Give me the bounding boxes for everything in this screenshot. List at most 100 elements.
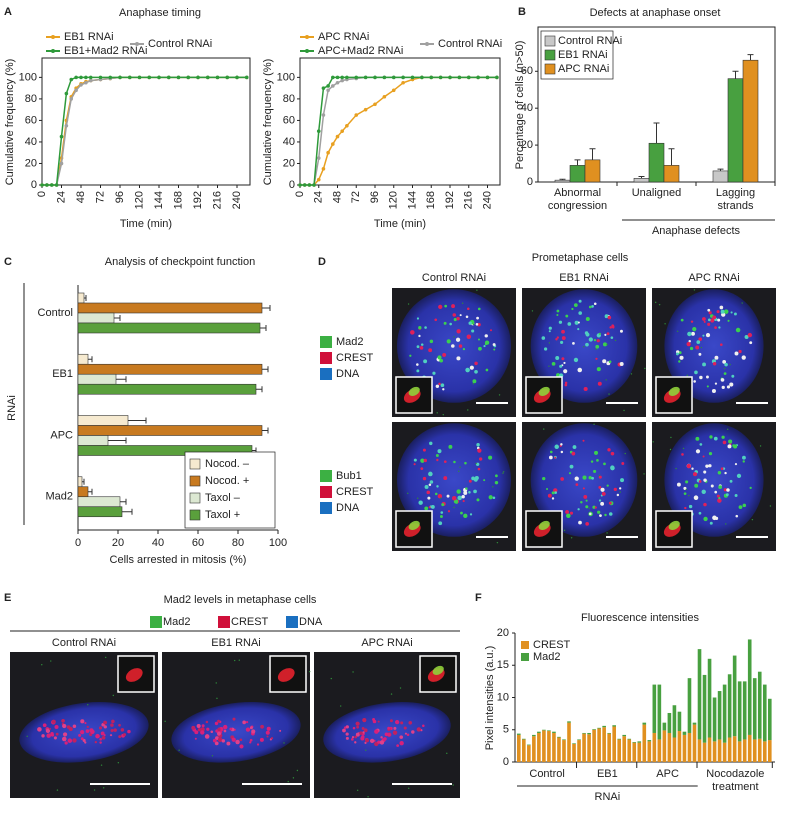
kinetochore [584,331,589,335]
kinetochore [455,501,458,504]
bar-segment [602,727,606,762]
background-speck [442,413,444,416]
data-point [401,75,405,80]
background-speck [644,367,646,370]
kinetochore [585,342,589,347]
kinetochore [82,738,86,742]
kinetochore [736,473,742,478]
error-bar [747,54,754,61]
x-tick-label: Abnormal congression [547,187,608,212]
x-tick-label: 0 [36,191,48,197]
error-bar [262,427,269,434]
kinetochore [354,735,358,739]
data-point [321,113,326,117]
background-speck [93,789,96,791]
kinetochore [555,338,558,341]
x-tick-label: 72 [94,191,106,203]
data-point [137,75,142,80]
kinetochore [478,457,483,461]
kinetochore [428,506,431,509]
data-point [420,75,424,80]
x-tick-label: 168 [172,191,184,209]
kinetochore [411,730,415,734]
kinetochore [620,478,625,483]
background-speck [759,445,762,447]
panel-title: Mad2 levels in metaphase cells [164,594,317,606]
y-tick-label: 60 [283,114,295,126]
kinetochore [597,510,601,514]
legend-swatch [189,458,201,470]
x-axis-label: Time (min) [374,218,426,230]
bar-segment [747,639,752,735]
kinetochore [474,361,478,366]
panel-letter: F [475,592,482,604]
kinetochore [266,735,269,738]
data-point [340,78,344,83]
data-point [335,80,340,85]
legend-label: CREST [336,352,374,364]
background-speck [452,784,454,786]
kinetochore [416,345,420,349]
kinetochore [416,727,422,732]
kinetochore [593,302,597,306]
data-point [335,75,340,80]
background-speck [502,471,505,473]
kinetochore [462,347,466,351]
background-speck [543,428,545,430]
kinetochore [593,339,597,342]
kinetochore [444,304,448,308]
kinetochore [563,369,568,374]
bar-segment [572,743,576,744]
data-point [235,75,239,80]
background-speck [751,518,754,521]
kinetochore [564,383,568,387]
kinetochore [232,717,236,721]
bar-segment [727,674,732,738]
data-point [354,113,359,117]
kinetochore [442,388,445,391]
data-point [382,75,387,80]
data-point [457,75,462,80]
x-axis-label: Cells arrested in mitosis (%) [110,554,247,566]
kinetochore [560,443,563,446]
kinetochore [118,723,121,727]
kinetochore [601,492,606,496]
kinetochore [377,720,380,723]
kinetochore [723,488,727,492]
bar-segment [517,733,521,735]
kinetochore [585,505,589,509]
x-tick-label: 120 [388,191,400,209]
bar-segment [727,737,732,762]
kinetochore [408,720,413,725]
kinetochore [594,450,599,455]
kinetochore [728,439,733,444]
background-speck [112,694,115,697]
kinetochore [701,489,706,494]
kinetochore [249,741,252,744]
background-speck [453,506,455,509]
kinetochore [731,374,735,378]
kinetochore [471,329,475,333]
kinetochore [621,462,625,465]
kinetochore [84,741,87,744]
bar-segment [657,684,662,740]
kinetochore [418,500,423,505]
kinetochore [706,385,709,388]
bar-segment [617,738,622,740]
bar-segment [612,725,616,727]
kinetochore [588,337,593,342]
kinetochore [560,450,564,454]
kinetochore [610,465,615,470]
kinetochore [464,461,467,465]
kinetochore [474,369,478,374]
data-point [166,75,171,80]
background-speck [548,342,551,344]
kinetochore [212,738,217,743]
kinetochore [546,487,549,490]
kinetochore [468,491,471,494]
error-bar [260,325,267,331]
kinetochore [727,444,732,449]
kinetochore [345,736,349,740]
kinetochore [610,451,615,456]
